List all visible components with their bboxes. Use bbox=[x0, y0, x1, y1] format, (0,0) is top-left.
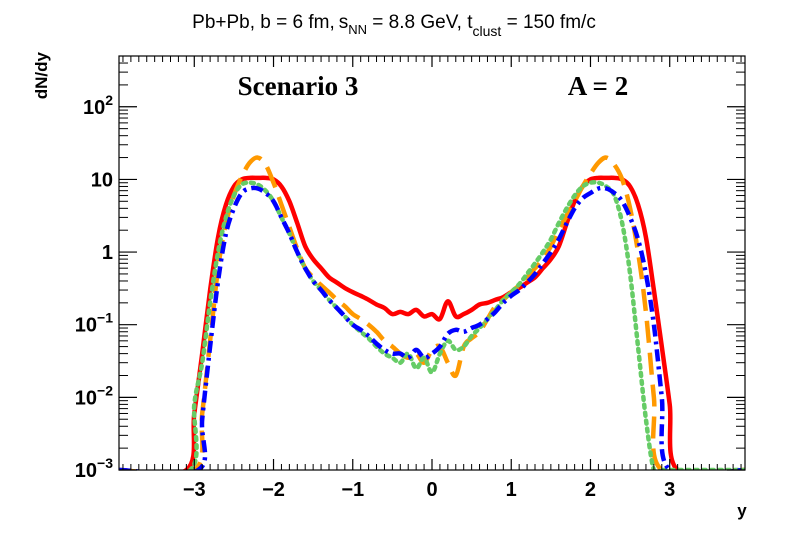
y-tick-label-exponent: −2 bbox=[97, 382, 113, 398]
title-sqrt-s: s bbox=[339, 12, 349, 33]
series-line-red-solid bbox=[119, 175, 745, 470]
y-tick-label-base: 10 bbox=[75, 460, 97, 482]
y-tick-label: 10−2 bbox=[75, 382, 113, 409]
y-tick-label: 1 bbox=[102, 242, 113, 264]
scenario-annotation: Scenario 3 bbox=[238, 71, 359, 101]
title-clust-subscript: clust bbox=[473, 23, 502, 39]
x-tick-label: 0 bbox=[426, 479, 437, 501]
y-tick-label-exponent: −1 bbox=[97, 310, 113, 326]
y-tick-label-base: 10 bbox=[75, 387, 97, 409]
title-time: = 150 fm/c bbox=[501, 12, 596, 33]
x-axis-label: y bbox=[737, 501, 747, 520]
title-prefix: Pb+Pb, b = 6 fm, bbox=[192, 12, 335, 33]
series-line-blue-dash-dot bbox=[119, 185, 745, 470]
y-tick-label-exponent: 2 bbox=[105, 92, 113, 108]
y-tick-label: 10 bbox=[91, 169, 113, 191]
y-tick-label-base: 10 bbox=[91, 169, 113, 191]
mass-number-annotation: A = 2 bbox=[568, 71, 628, 101]
y-tick-label-exponent: −3 bbox=[97, 455, 113, 471]
y-tick-label-base: 1 bbox=[102, 242, 113, 264]
plot-area bbox=[118, 55, 746, 471]
y-tick-label: 102 bbox=[83, 92, 113, 119]
x-tick-label: −1 bbox=[341, 479, 364, 501]
series-line-green-dotted bbox=[119, 180, 745, 470]
y-tick-label: 10−3 bbox=[75, 455, 113, 482]
chart-title: Pb+Pb, b = 6 fm, sNN = 8.8 GeV, tclust = … bbox=[192, 12, 596, 39]
axis-ticks bbox=[119, 55, 745, 471]
x-tick-label: 1 bbox=[506, 479, 517, 501]
series-line-orange-long-dash bbox=[119, 155, 745, 470]
y-tick-label: 10−1 bbox=[75, 310, 113, 337]
y-tick-label-base: 10 bbox=[83, 97, 105, 119]
y-axis-label: dN/dy bbox=[32, 51, 51, 99]
title-nn-subscript: NN bbox=[348, 22, 367, 37]
y-tick-label-base: 10 bbox=[75, 315, 97, 337]
x-tick-label: 3 bbox=[664, 479, 675, 501]
x-tick-label: 2 bbox=[585, 479, 596, 501]
series-layer bbox=[119, 155, 745, 470]
title-energy: = 8.8 GeV, t bbox=[367, 12, 473, 33]
x-tick-label: −2 bbox=[262, 479, 285, 501]
x-tick-label: −3 bbox=[183, 479, 206, 501]
